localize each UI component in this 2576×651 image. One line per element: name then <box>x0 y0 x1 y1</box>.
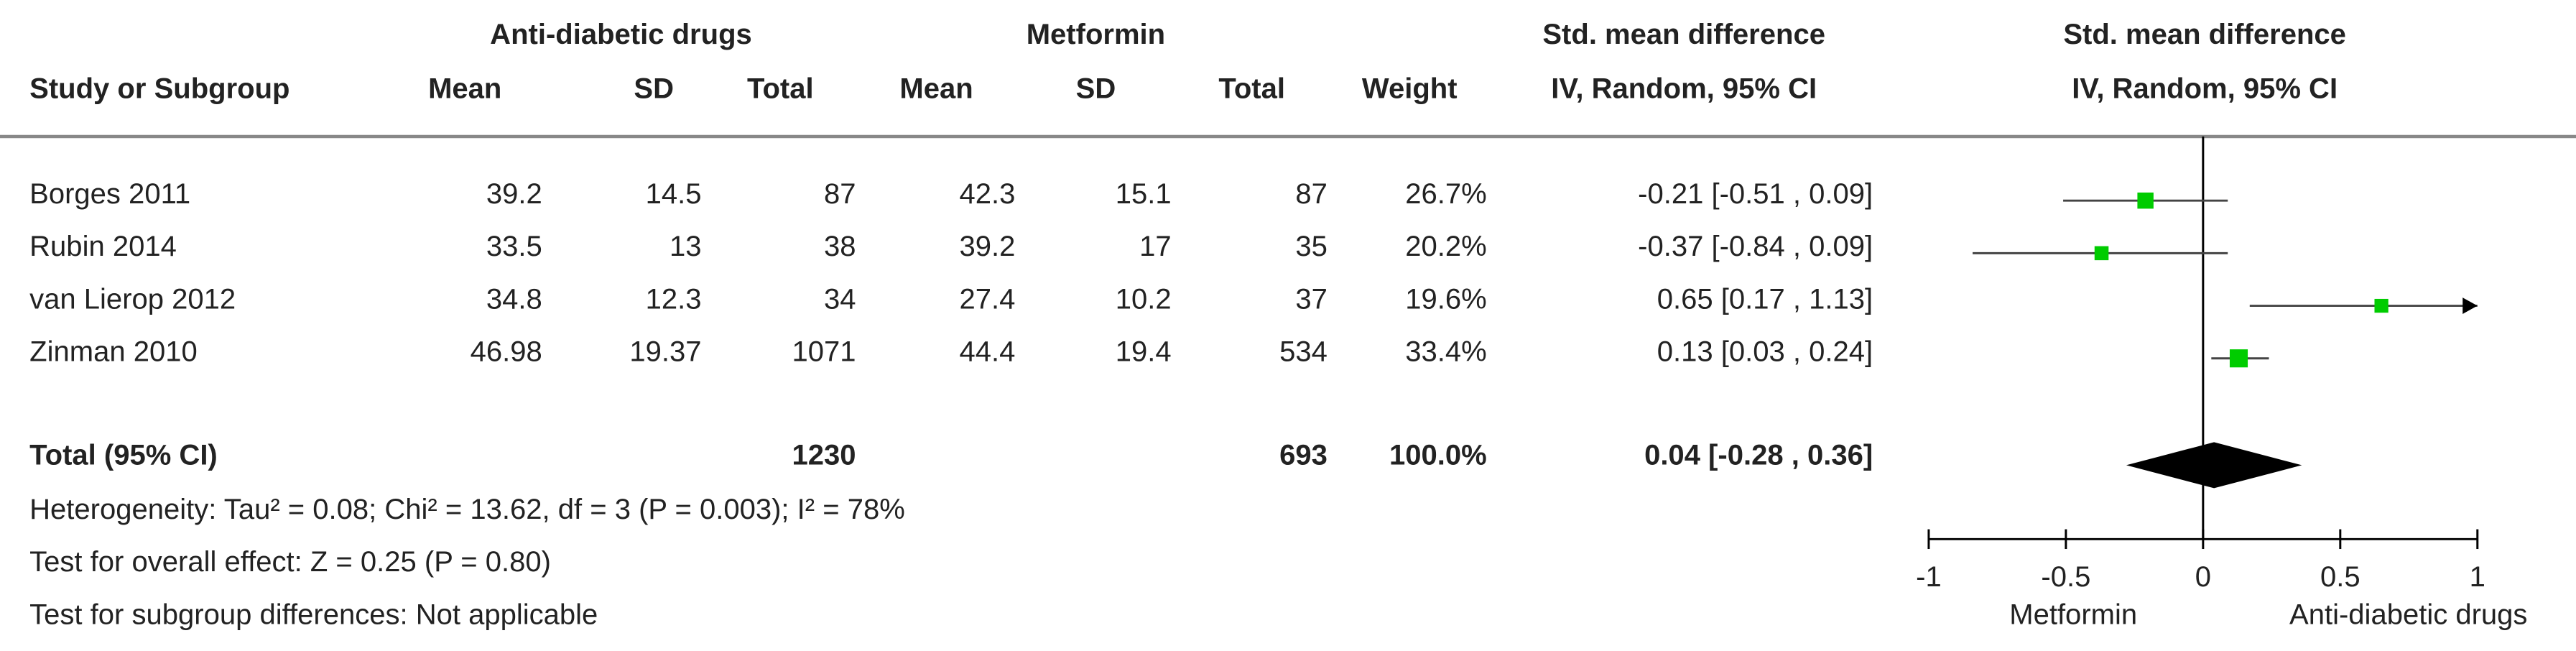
study-name: Rubin 2014 <box>29 231 177 262</box>
cell: 44.4 <box>959 336 1015 367</box>
cell: 34 <box>824 283 856 315</box>
cell: 46.98 <box>471 336 542 367</box>
x-tick-label: -1 <box>1916 561 1942 593</box>
weight-square <box>2094 246 2109 261</box>
cell: 87 <box>1295 178 1328 210</box>
study-name: Borges 2011 <box>29 178 190 210</box>
group-header: Metformin <box>1027 19 1165 50</box>
x-axis-label: Metformin <box>2009 599 2137 630</box>
cell: 0.04 [-0.28 , 0.36] <box>1644 440 1873 471</box>
cell: 13 <box>670 231 702 262</box>
column-header: Weight <box>1362 73 1458 105</box>
cell: 87 <box>824 178 856 210</box>
cell: 42.3 <box>959 178 1015 210</box>
group-header: Anti-diabetic drugs <box>490 19 752 50</box>
cell: 10.2 <box>1116 283 1172 315</box>
column-header: SD <box>634 73 674 105</box>
ci-arrow <box>2463 297 2478 314</box>
column-header: Mean <box>428 73 501 105</box>
cell: 27.4 <box>959 283 1015 315</box>
cell: 12.3 <box>646 283 702 315</box>
cell: 33.4% <box>1405 336 1486 367</box>
footnote: Heterogeneity: Tau² = 0.08; Chi² = 13.62… <box>29 494 905 525</box>
cell: -0.21 [-0.51 , 0.09] <box>1638 178 1873 210</box>
weight-square <box>2374 298 2389 313</box>
cell: 1230 <box>792 440 856 471</box>
cell: 20.2% <box>1405 231 1486 262</box>
footnote: Test for overall effect: Z = 0.25 (P = 0… <box>29 546 551 578</box>
cell: 19.37 <box>629 336 701 367</box>
cell: 693 <box>1279 440 1328 471</box>
cell: -0.37 [-0.84 , 0.09] <box>1638 231 1873 262</box>
cell: 19.4 <box>1116 336 1172 367</box>
cell: 39.2 <box>486 178 542 210</box>
cell: 34.8 <box>486 283 542 315</box>
group-header: Std. mean difference <box>2063 19 2346 50</box>
x-tick-label: -0.5 <box>2041 561 2090 593</box>
group-header: Std. mean difference <box>1542 19 1825 50</box>
column-header: Total <box>1218 73 1285 105</box>
cell: 0.65 [0.17 , 1.13] <box>1657 283 1873 315</box>
column-header: IV, Random, 95% CI <box>2072 73 2338 105</box>
cell: 17 <box>1139 231 1172 262</box>
cell: 39.2 <box>959 231 1015 262</box>
cell: 0.13 [0.03 , 0.24] <box>1657 336 1873 367</box>
x-tick-label: 1 <box>2470 561 2485 593</box>
cell: 19.6% <box>1405 283 1486 315</box>
cell: 15.1 <box>1116 178 1172 210</box>
weight-square <box>2229 349 2248 368</box>
weight-square <box>2137 192 2154 209</box>
cell: 37 <box>1295 283 1328 315</box>
cell: 14.5 <box>646 178 702 210</box>
cell: 33.5 <box>486 231 542 262</box>
column-header: IV, Random, 95% CI <box>1551 73 1817 105</box>
cell: 26.7% <box>1405 178 1486 210</box>
study-name: Zinman 2010 <box>29 336 198 367</box>
column-header: Study or Subgroup <box>29 73 289 105</box>
x-tick-label: 0 <box>2195 561 2211 593</box>
study-name: van Lierop 2012 <box>29 283 236 315</box>
x-tick-label: 0.5 <box>2320 561 2360 593</box>
column-header: Mean <box>899 73 973 105</box>
x-axis-label: Anti-diabetic drugs <box>2289 599 2527 630</box>
footnote: Test for subgroup differences: Not appli… <box>29 599 598 630</box>
total-label: Total (95% CI) <box>29 440 218 471</box>
column-header: SD <box>1076 73 1116 105</box>
column-header: Total <box>747 73 814 105</box>
cell: 38 <box>824 231 856 262</box>
cell: 1071 <box>792 336 856 367</box>
cell: 100.0% <box>1389 440 1487 471</box>
cell: 35 <box>1295 231 1328 262</box>
total-diamond <box>2126 442 2302 489</box>
cell: 534 <box>1279 336 1328 367</box>
